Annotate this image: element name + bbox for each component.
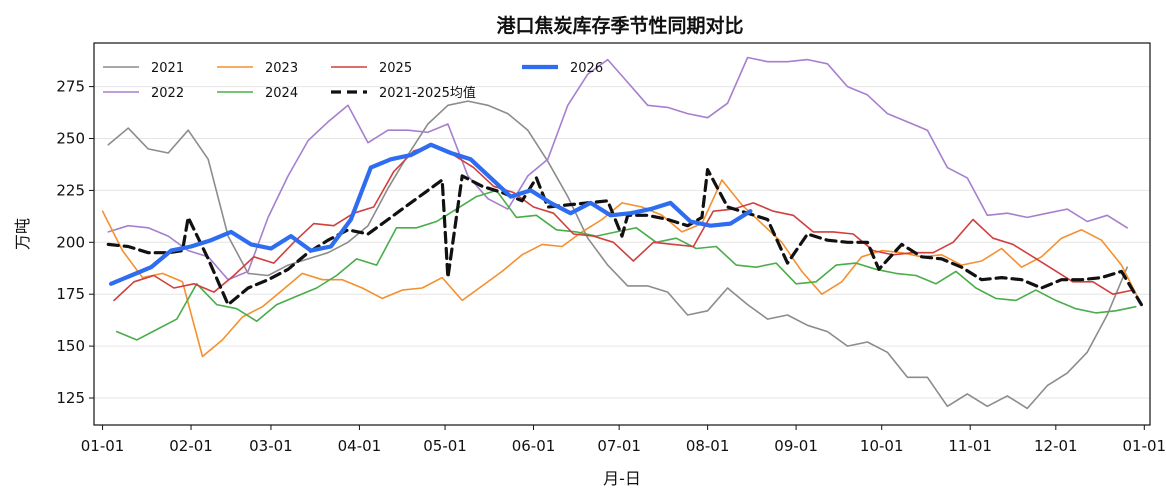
series-line-2026 — [108, 142, 753, 286]
series-line-2024 — [116, 189, 1137, 341]
y-tick-label: 150 — [56, 337, 85, 355]
series-line-2025 — [113, 143, 1134, 302]
y-tick-label: 275 — [56, 78, 85, 96]
x-tick-label: 01-01 — [81, 437, 125, 455]
legend-label: 2024 — [265, 86, 298, 101]
y-tick-label: 125 — [56, 389, 85, 407]
x-tick-label: 04-01 — [338, 437, 382, 455]
x-tick-label: 07-01 — [597, 437, 641, 455]
y-tick-label: 200 — [56, 233, 85, 251]
legend-label: 2026 — [570, 61, 603, 76]
x-tick-label: 12-01 — [1034, 437, 1078, 455]
series-lines — [101, 56, 1144, 410]
series-line-2022 — [107, 56, 1128, 281]
y-tick-label: 175 — [56, 285, 85, 303]
series-line-2021-2025均值 — [106, 168, 1144, 307]
legend-label: 2021-2025均值 — [379, 85, 476, 101]
x-axis-ticks: 01-01 02-01 03-01 04-01 05-01 06-01 07-01 08-01… — [81, 425, 1166, 455]
x-tick-label: 08-01 — [686, 437, 730, 455]
chart-title: 港口焦炭库存季节性同期对比 — [496, 14, 743, 37]
legend-label: 2022 — [151, 86, 184, 101]
y-tick-label: 225 — [56, 181, 85, 199]
x-tick-label: 02-01 — [169, 437, 213, 455]
y-axis-label: 万吨 — [13, 218, 32, 250]
legend-label: 2025 — [379, 61, 412, 76]
series-line-2021 — [107, 100, 1128, 410]
y-tick-label: 250 — [56, 130, 85, 148]
x-tick-label: 09-01 — [774, 437, 818, 455]
y-axis-ticks: 125 150 175 200 225 250 275 — [56, 78, 94, 407]
x-tick-label: 05-01 — [423, 437, 467, 455]
series-line-2023 — [101, 179, 1143, 358]
gridlines — [94, 86, 1150, 399]
legend-label: 2021 — [151, 61, 184, 76]
x-tick-label: 11-01 — [948, 437, 992, 455]
legend-label: 2023 — [265, 61, 298, 76]
plot-frame — [93, 42, 1151, 426]
x-tick-label: 03-01 — [249, 437, 293, 455]
x-tick-label: 10-01 — [860, 437, 904, 455]
x-tick-label: 06-01 — [512, 437, 556, 455]
x-tick-label: 01-01 — [1122, 437, 1166, 455]
x-axis-label: 月-日 — [603, 469, 641, 488]
legend: 2021 2022 2023 2024 2025 2021-2025均值 2026 — [103, 61, 603, 101]
